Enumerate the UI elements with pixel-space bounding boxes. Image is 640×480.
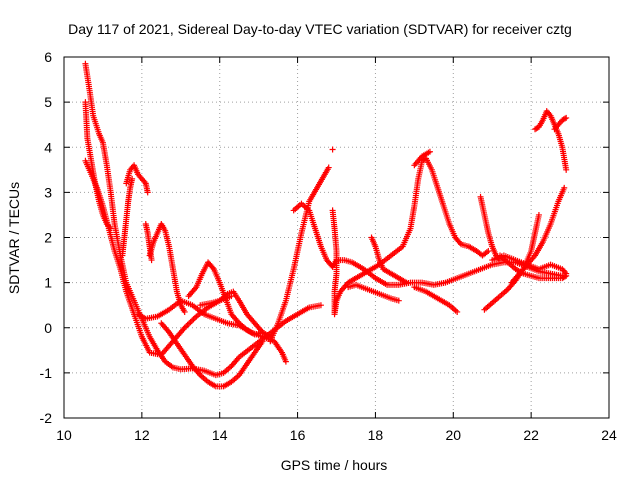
data-point xyxy=(190,316,197,323)
data-point xyxy=(317,302,324,309)
data-point xyxy=(129,175,136,182)
data-point xyxy=(563,270,570,277)
chart-title: Day 117 of 2021, Sidereal Day-to-day VTE… xyxy=(68,21,572,37)
data-point xyxy=(184,321,191,328)
x-tick-label: 12 xyxy=(134,427,150,443)
y-tick-label: 4 xyxy=(44,139,52,155)
data-point xyxy=(329,146,336,153)
data-point xyxy=(485,248,492,255)
y-tick-label: 6 xyxy=(44,49,52,65)
y-tick-label: -2 xyxy=(40,410,53,426)
y-tick-label: 5 xyxy=(44,94,52,110)
data-point xyxy=(395,297,402,304)
y-tick-label: -1 xyxy=(40,365,53,381)
series-track-24 xyxy=(532,108,570,173)
x-tick-label: 24 xyxy=(601,427,617,443)
x-tick-label: 22 xyxy=(523,427,539,443)
data-point xyxy=(187,319,194,326)
series-track-4 xyxy=(123,162,151,196)
series-track-5 xyxy=(119,175,136,259)
x-tick-label: 18 xyxy=(368,427,384,443)
data-point xyxy=(148,257,155,264)
data-point xyxy=(426,148,433,155)
data-point xyxy=(144,189,151,196)
data-point xyxy=(282,358,289,365)
data-point xyxy=(325,164,332,171)
series-track-10 xyxy=(158,320,266,390)
data-point xyxy=(563,114,570,121)
series-track-17 xyxy=(345,281,402,304)
data-point xyxy=(183,323,190,330)
data-point xyxy=(561,184,568,191)
series-track-3 xyxy=(82,157,235,358)
series-track-13 xyxy=(290,200,566,288)
series-track-23 xyxy=(489,252,570,277)
series-track-14 xyxy=(329,155,492,318)
series-track-6 xyxy=(146,220,188,315)
y-tick-label: 2 xyxy=(44,230,52,246)
series-track-18 xyxy=(411,284,461,315)
series-track-9 xyxy=(185,259,266,338)
x-axis-label: GPS time / hours xyxy=(281,457,388,473)
data-point xyxy=(456,239,463,246)
series-track-11 xyxy=(197,288,274,340)
x-tick-label: 16 xyxy=(290,427,306,443)
y-axis-label: SDTVAR / TECUs xyxy=(6,182,22,294)
x-tick-label: 20 xyxy=(445,427,461,443)
x-tick-label: 14 xyxy=(212,427,228,443)
data-point xyxy=(454,308,461,315)
data-point xyxy=(403,279,410,286)
series-track-22 xyxy=(508,184,568,286)
x-tick-label: 10 xyxy=(56,427,72,443)
y-tick-label: 0 xyxy=(44,320,52,336)
series-outlier xyxy=(329,146,336,153)
series-track-25 xyxy=(551,114,570,133)
data-point xyxy=(186,320,193,327)
data-point xyxy=(188,317,195,324)
grid xyxy=(64,57,609,418)
series-track-7 xyxy=(142,220,155,264)
data-point xyxy=(181,308,188,315)
plot-frame xyxy=(63,56,610,419)
data-point xyxy=(209,264,216,271)
series-track-16 xyxy=(368,234,410,286)
data-point xyxy=(535,211,542,218)
series-track-12 xyxy=(267,164,332,345)
y-tick-label: 3 xyxy=(44,184,52,200)
y-tick-label: 1 xyxy=(44,275,52,291)
data-point xyxy=(563,166,570,173)
series-track-1 xyxy=(82,60,324,379)
data-point xyxy=(561,115,568,122)
data-series xyxy=(82,60,570,390)
data-point xyxy=(259,338,266,345)
series-track-15 xyxy=(411,148,433,169)
